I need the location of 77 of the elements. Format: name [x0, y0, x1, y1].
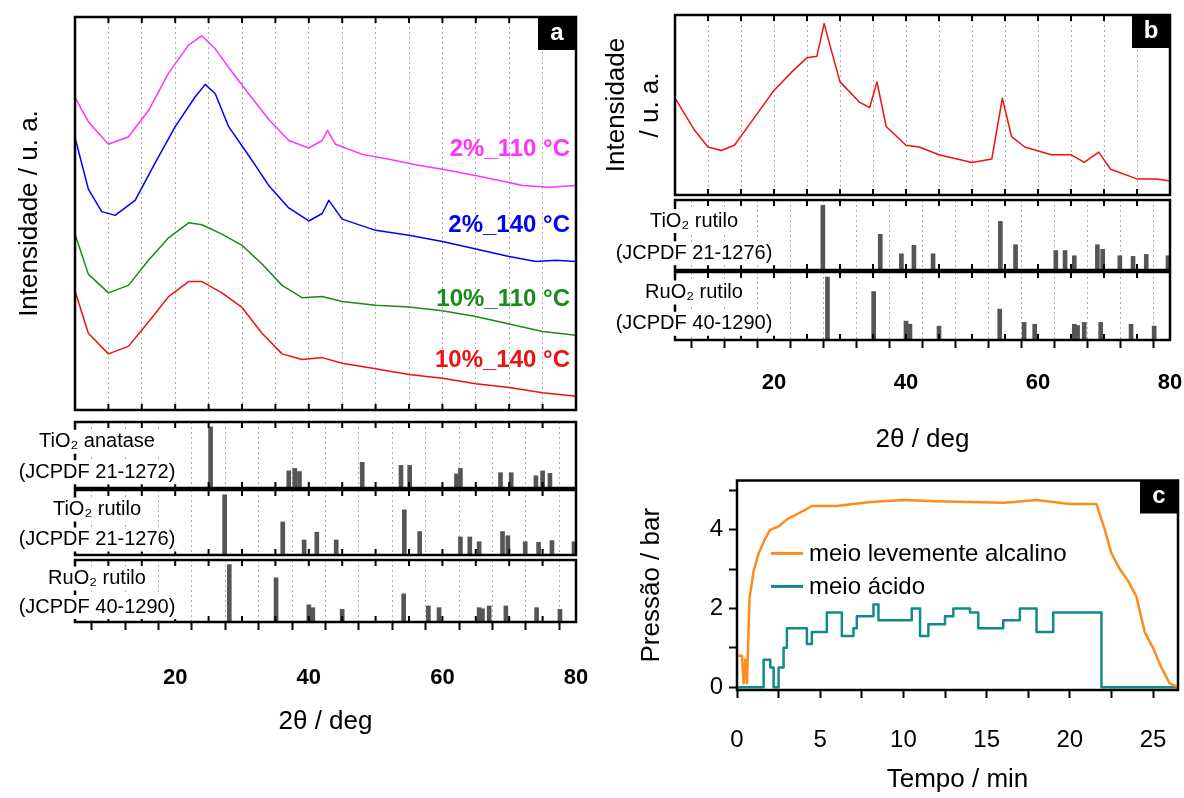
y-axis-title: Intensidade / u. a. [600, 37, 665, 173]
bar [333, 539, 339, 555]
x-axis-title: 2θ / deg [875, 423, 970, 454]
bar [1075, 325, 1080, 340]
y-tick-label: 4 [709, 514, 723, 542]
text: (JCPDF 40-1290) [615, 311, 773, 334]
y-tick-label: 2 [709, 593, 723, 621]
x-tick-label: 20 [761, 369, 787, 395]
bar [1143, 254, 1149, 270]
legend-label: meio levemente alcalino [809, 539, 1067, 567]
bar [310, 607, 316, 622]
y-axis-title: Intensidade / u. a. [13, 110, 44, 317]
bar [825, 276, 830, 340]
bar [467, 536, 473, 555]
bar [1081, 322, 1087, 340]
bar [458, 536, 463, 555]
x-tick-label: 80 [1157, 369, 1183, 395]
bar [536, 542, 541, 555]
bar [226, 564, 232, 622]
bar [426, 605, 431, 622]
bar [208, 426, 213, 488]
bar [997, 308, 1003, 340]
chart-title: TiO₂ anatase [39, 429, 155, 452]
bar [480, 608, 485, 622]
bar [522, 541, 528, 555]
bar [401, 509, 407, 555]
x-axis-title: Tempo / min [886, 763, 1029, 794]
chart-title: TiO₂ rutilo [52, 497, 142, 520]
annotation: c [1152, 481, 1166, 509]
x-tick-label: 25 [1139, 725, 1167, 753]
series-label: 2%_110 °C [449, 134, 570, 162]
x-tick-label: 80 [563, 664, 589, 690]
bar [498, 472, 503, 488]
bar [1071, 255, 1077, 270]
bar [401, 593, 406, 622]
bar [1098, 322, 1104, 340]
bar [877, 234, 883, 270]
bar [998, 221, 1003, 270]
bar [222, 494, 227, 555]
chart-title: TiO₂ rutilo [649, 208, 739, 231]
bar [458, 468, 463, 488]
x-axis-title: 2θ / deg [278, 705, 373, 736]
text: (JCPDF 21-1276) [615, 240, 773, 263]
text: (JCPDF 40-1290) [18, 594, 176, 617]
y-axis-title: Pressão / bar [635, 507, 666, 663]
x-tick-label: 5 [813, 725, 827, 753]
bar [508, 472, 514, 488]
bar [280, 521, 286, 555]
bar [314, 531, 320, 555]
legend-label: meio ácido [809, 572, 926, 600]
bar [417, 531, 423, 555]
x-tick-label: 0 [730, 725, 744, 753]
bar [1013, 244, 1018, 270]
bar [359, 462, 365, 488]
x-tick-label: 40 [893, 369, 919, 395]
series-label: 2%_140 °C [448, 210, 570, 238]
bar [899, 253, 904, 270]
bar [1053, 250, 1059, 270]
text: (JCPDF 21-1276) [18, 526, 176, 549]
series-label: 10%_140 °C [434, 344, 570, 372]
annotation: b [1143, 15, 1159, 43]
x-tick-label: 10 [890, 725, 917, 753]
x-tick-label: 60 [430, 664, 455, 690]
x-tick-label: 40 [296, 664, 322, 690]
bar [534, 607, 539, 622]
x-tick-label: 20 [1056, 725, 1084, 753]
bar [1032, 323, 1038, 340]
chart-title: RuO₂ rutilo [48, 566, 146, 589]
bar [407, 465, 412, 488]
annotation: a [550, 17, 565, 45]
chart-title: RuO₂ rutilo [645, 279, 743, 302]
text: (JCPDF 21-1272) [18, 459, 176, 482]
bar [871, 291, 876, 340]
x-tick-label: 15 [973, 725, 1000, 753]
x-tick-label: 60 [1025, 369, 1051, 395]
series-label: 10%_110 °C [436, 283, 570, 311]
x-tick-label: 20 [162, 664, 188, 690]
